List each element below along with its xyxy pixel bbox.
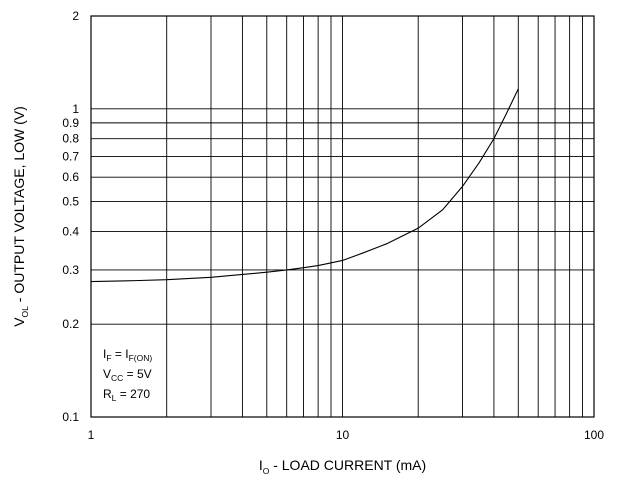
grid <box>91 16 594 417</box>
y-tick-label: 1 <box>72 102 79 116</box>
series-line <box>90 88 519 283</box>
conditions-annotation: IF = IF(ON) VCC = 5V RL = 270 <box>94 336 164 411</box>
x-axis-label: IO - LOAD CURRENT (mA) <box>259 457 426 476</box>
y-tick-label: 0.5 <box>62 195 79 209</box>
y-tick-label: 0.7 <box>62 150 79 164</box>
x-tick-label: 1 <box>88 428 95 442</box>
y-tick-label: 0.9 <box>62 116 79 130</box>
y-axis-label: VOL - OUTPUT VOLTAGE, LOW (V) <box>11 106 30 327</box>
y-tick-label: 0.3 <box>62 263 79 277</box>
y-tick-label: 0.2 <box>62 317 79 331</box>
y-tick-label: 0.4 <box>62 224 79 238</box>
condition-if: IF = IF(ON) <box>103 347 152 363</box>
x-tick-label: 10 <box>336 428 350 442</box>
y-tick-label: 0.6 <box>62 170 79 184</box>
annotation-background <box>94 336 164 411</box>
x-tick-label: 100 <box>584 428 604 442</box>
condition-rl: RL = 270 <box>103 387 150 403</box>
y-tick-label: 2 <box>72 9 79 23</box>
plot-frame <box>90 15 595 418</box>
y-tick-label: 0.1 <box>62 410 79 424</box>
curves <box>90 88 519 283</box>
condition-vcc: VCC = 5V <box>103 367 152 383</box>
y-tick-label: 0.8 <box>62 132 79 146</box>
